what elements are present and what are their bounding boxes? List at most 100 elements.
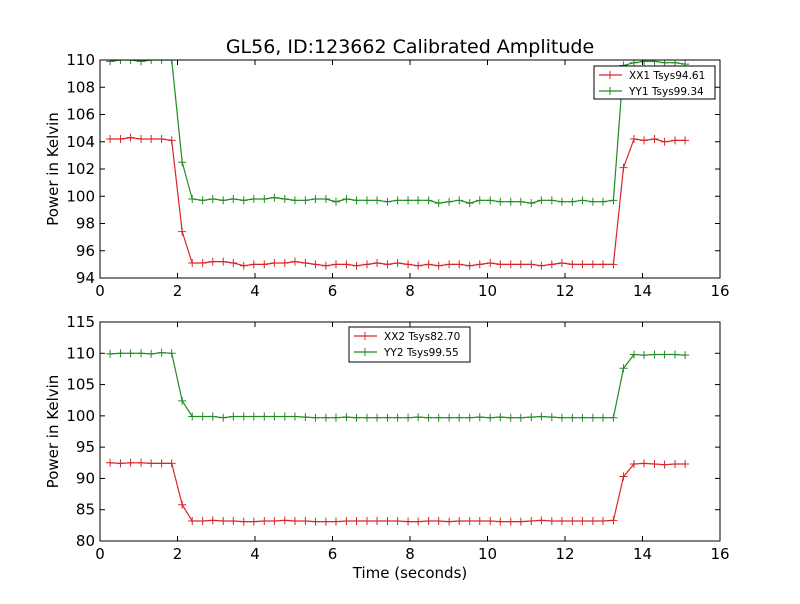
- data-point: [424, 260, 433, 269]
- data-point: [157, 135, 166, 144]
- data-point: [445, 197, 454, 206]
- data-point: [434, 261, 443, 270]
- y-tick-label: 85: [76, 501, 95, 519]
- data-point: [229, 259, 238, 268]
- y-tick-label: 100: [66, 407, 95, 425]
- y-tick-label: 104: [66, 133, 95, 151]
- y-tick-label: 90: [76, 469, 95, 487]
- data-point: [619, 472, 628, 481]
- x-tick-label: 16: [710, 282, 729, 300]
- data-point: [208, 516, 217, 525]
- data-point: [660, 460, 669, 469]
- data-point: [506, 197, 515, 206]
- data-point: [383, 197, 392, 206]
- data-point: [486, 413, 495, 422]
- data-point: [660, 350, 669, 359]
- data-point: [178, 500, 187, 509]
- legend: XX2 Tsys82.70 YY2 Tsys99.55: [348, 326, 471, 363]
- data-point: [475, 260, 484, 269]
- data-point: [650, 350, 659, 359]
- x-tick-label: 2: [173, 545, 183, 563]
- y-tick-label: 106: [66, 106, 95, 124]
- data-point: [362, 516, 371, 525]
- x-tick-label: 8: [405, 282, 415, 300]
- data-point: [188, 259, 197, 268]
- data-point: [527, 413, 536, 422]
- data-point: [280, 412, 289, 421]
- legend-label: YY1 Tsys99.34: [628, 86, 704, 98]
- data-point: [116, 60, 125, 64]
- data-point: [167, 60, 176, 64]
- data-point: [640, 136, 649, 145]
- x-tick-label: 10: [478, 282, 497, 300]
- data-point: [342, 516, 351, 525]
- data-point: [598, 413, 607, 422]
- data-point: [290, 516, 299, 525]
- data-point: [239, 261, 248, 270]
- data-point: [516, 517, 525, 526]
- data-point: [414, 517, 423, 526]
- series-group: [106, 60, 690, 270]
- y-axis-label: Power in Kelvin: [44, 112, 62, 226]
- data-point: [681, 351, 690, 360]
- data-point: [578, 196, 587, 205]
- data-point: [219, 413, 228, 422]
- data-point: [229, 412, 238, 421]
- data-point: [414, 196, 423, 205]
- data-point: [681, 460, 690, 469]
- data-point: [465, 516, 474, 525]
- data-point: [126, 458, 135, 467]
- data-point: [506, 517, 515, 526]
- data-point: [321, 413, 330, 422]
- data-point: [640, 459, 649, 468]
- data-point: [249, 260, 258, 269]
- data-point: [219, 196, 228, 205]
- data-point: [311, 413, 320, 422]
- data-point: [404, 196, 413, 205]
- data-point: [106, 135, 115, 144]
- data-point: [373, 413, 382, 422]
- data-point: [373, 196, 382, 205]
- data-point: [352, 516, 361, 525]
- x-tick-label: 4: [250, 545, 260, 563]
- data-point: [598, 516, 607, 525]
- data-point: [537, 261, 546, 270]
- x-tick-label: 6: [328, 282, 338, 300]
- data-point: [455, 260, 464, 269]
- data-point: [301, 196, 310, 205]
- data-point: [239, 196, 248, 205]
- data-point: [383, 260, 392, 269]
- data-point: [116, 459, 125, 468]
- data-point: [547, 516, 556, 525]
- data-point: [260, 412, 269, 421]
- data-point: [301, 516, 310, 525]
- data-point: [137, 135, 146, 144]
- data-point: [496, 517, 505, 526]
- data-point: [640, 351, 649, 360]
- y-tick-label: 108: [66, 78, 95, 96]
- data-point: [311, 260, 320, 269]
- data-point: [352, 261, 361, 270]
- data-point: [219, 516, 228, 525]
- data-point: [455, 196, 464, 205]
- legend-marker: [361, 348, 369, 356]
- y-tick-label: 98: [76, 215, 95, 233]
- data-point: [393, 259, 402, 268]
- data-point: [609, 516, 618, 525]
- data-point: [331, 413, 340, 422]
- data-point: [516, 260, 525, 269]
- data-point: [455, 516, 464, 525]
- data-point: [239, 517, 248, 526]
- data-point: [486, 196, 495, 205]
- data-point: [404, 260, 413, 269]
- data-point: [178, 396, 187, 405]
- data-point: [157, 60, 166, 64]
- data-point: [671, 350, 680, 359]
- data-point: [393, 196, 402, 205]
- data-point: [516, 197, 525, 206]
- data-point: [208, 257, 217, 266]
- y-tick-label: 94: [76, 269, 95, 287]
- data-point: [537, 196, 546, 205]
- data-point: [609, 260, 618, 269]
